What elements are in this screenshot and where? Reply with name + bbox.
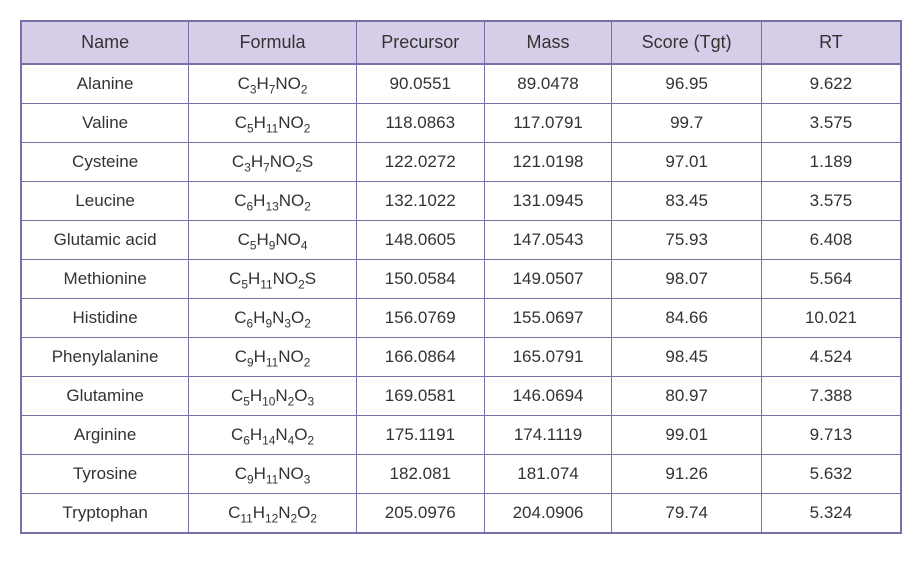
cell-rt: 5.564 bbox=[761, 260, 901, 299]
cell-score: 97.01 bbox=[612, 143, 761, 182]
cell-name: Glutamine bbox=[21, 377, 189, 416]
cell-mass: 121.0198 bbox=[484, 143, 612, 182]
header-precursor: Precursor bbox=[356, 21, 484, 64]
cell-precursor: 182.081 bbox=[356, 455, 484, 494]
cell-name: Arginine bbox=[21, 416, 189, 455]
cell-score: 75.93 bbox=[612, 221, 761, 260]
table-row: CysteineC3H7NO2S122.0272121.019897.011.1… bbox=[21, 143, 901, 182]
cell-precursor: 122.0272 bbox=[356, 143, 484, 182]
cell-name: Phenylalanine bbox=[21, 338, 189, 377]
cell-score: 96.95 bbox=[612, 64, 761, 104]
cell-formula: C5H11NO2 bbox=[189, 104, 357, 143]
table-row: Glutamic acidC5H9NO4148.0605147.054375.9… bbox=[21, 221, 901, 260]
cell-precursor: 205.0976 bbox=[356, 494, 484, 534]
cell-mass: 155.0697 bbox=[484, 299, 612, 338]
header-rt: RT bbox=[761, 21, 901, 64]
cell-name: Cysteine bbox=[21, 143, 189, 182]
amino-acid-table-container: Name Formula Precursor Mass Score (Tgt) … bbox=[20, 20, 902, 534]
table-body: AlanineC3H7NO290.055189.047896.959.622Va… bbox=[21, 64, 901, 533]
cell-formula: C5H10N2O3 bbox=[189, 377, 357, 416]
cell-mass: 149.0507 bbox=[484, 260, 612, 299]
cell-mass: 147.0543 bbox=[484, 221, 612, 260]
header-name: Name bbox=[21, 21, 189, 64]
cell-rt: 6.408 bbox=[761, 221, 901, 260]
cell-rt: 5.324 bbox=[761, 494, 901, 534]
cell-name: Glutamic acid bbox=[21, 221, 189, 260]
cell-score: 99.01 bbox=[612, 416, 761, 455]
table-row: AlanineC3H7NO290.055189.047896.959.622 bbox=[21, 64, 901, 104]
table-row: GlutamineC5H10N2O3169.0581146.069480.977… bbox=[21, 377, 901, 416]
amino-acid-table: Name Formula Precursor Mass Score (Tgt) … bbox=[20, 20, 902, 534]
cell-rt: 5.632 bbox=[761, 455, 901, 494]
cell-name: Histidine bbox=[21, 299, 189, 338]
cell-formula: C9H11NO2 bbox=[189, 338, 357, 377]
table-row: ValineC5H11NO2118.0863117.079199.73.575 bbox=[21, 104, 901, 143]
cell-name: Methionine bbox=[21, 260, 189, 299]
table-row: TryptophanC11H12N2O2205.0976204.090679.7… bbox=[21, 494, 901, 534]
cell-formula: C6H14N4O2 bbox=[189, 416, 357, 455]
header-formula: Formula bbox=[189, 21, 357, 64]
cell-precursor: 169.0581 bbox=[356, 377, 484, 416]
cell-score: 98.45 bbox=[612, 338, 761, 377]
cell-mass: 181.074 bbox=[484, 455, 612, 494]
cell-name: Tyrosine bbox=[21, 455, 189, 494]
cell-precursor: 156.0769 bbox=[356, 299, 484, 338]
header-score: Score (Tgt) bbox=[612, 21, 761, 64]
cell-rt: 1.189 bbox=[761, 143, 901, 182]
cell-score: 80.97 bbox=[612, 377, 761, 416]
cell-rt: 10.021 bbox=[761, 299, 901, 338]
cell-score: 79.74 bbox=[612, 494, 761, 534]
cell-rt: 4.524 bbox=[761, 338, 901, 377]
cell-name: Alanine bbox=[21, 64, 189, 104]
cell-formula: C5H11NO2S bbox=[189, 260, 357, 299]
cell-formula: C9H11NO3 bbox=[189, 455, 357, 494]
table-row: TyrosineC9H11NO3182.081181.07491.265.632 bbox=[21, 455, 901, 494]
cell-rt: 3.575 bbox=[761, 104, 901, 143]
cell-precursor: 175.1191 bbox=[356, 416, 484, 455]
cell-rt: 3.575 bbox=[761, 182, 901, 221]
cell-formula: C3H7NO2 bbox=[189, 64, 357, 104]
cell-formula: C6H9N3O2 bbox=[189, 299, 357, 338]
table-row: ArginineC6H14N4O2175.1191174.111999.019.… bbox=[21, 416, 901, 455]
cell-formula: C6H13NO2 bbox=[189, 182, 357, 221]
cell-score: 84.66 bbox=[612, 299, 761, 338]
cell-mass: 174.1119 bbox=[484, 416, 612, 455]
cell-rt: 9.713 bbox=[761, 416, 901, 455]
table-row: LeucineC6H13NO2132.1022131.094583.453.57… bbox=[21, 182, 901, 221]
cell-rt: 9.622 bbox=[761, 64, 901, 104]
cell-formula: C11H12N2O2 bbox=[189, 494, 357, 534]
table-header: Name Formula Precursor Mass Score (Tgt) … bbox=[21, 21, 901, 64]
cell-name: Leucine bbox=[21, 182, 189, 221]
cell-precursor: 166.0864 bbox=[356, 338, 484, 377]
cell-score: 83.45 bbox=[612, 182, 761, 221]
table-row: MethionineC5H11NO2S150.0584149.050798.07… bbox=[21, 260, 901, 299]
cell-rt: 7.388 bbox=[761, 377, 901, 416]
header-mass: Mass bbox=[484, 21, 612, 64]
cell-formula: C3H7NO2S bbox=[189, 143, 357, 182]
cell-precursor: 132.1022 bbox=[356, 182, 484, 221]
cell-precursor: 118.0863 bbox=[356, 104, 484, 143]
cell-name: Valine bbox=[21, 104, 189, 143]
cell-mass: 89.0478 bbox=[484, 64, 612, 104]
cell-mass: 146.0694 bbox=[484, 377, 612, 416]
cell-precursor: 150.0584 bbox=[356, 260, 484, 299]
cell-name: Tryptophan bbox=[21, 494, 189, 534]
cell-score: 91.26 bbox=[612, 455, 761, 494]
cell-mass: 131.0945 bbox=[484, 182, 612, 221]
table-row: PhenylalanineC9H11NO2166.0864165.079198.… bbox=[21, 338, 901, 377]
cell-precursor: 148.0605 bbox=[356, 221, 484, 260]
header-row: Name Formula Precursor Mass Score (Tgt) … bbox=[21, 21, 901, 64]
cell-score: 98.07 bbox=[612, 260, 761, 299]
cell-score: 99.7 bbox=[612, 104, 761, 143]
table-row: HistidineC6H9N3O2156.0769155.069784.6610… bbox=[21, 299, 901, 338]
cell-formula: C5H9NO4 bbox=[189, 221, 357, 260]
cell-mass: 165.0791 bbox=[484, 338, 612, 377]
cell-precursor: 90.0551 bbox=[356, 64, 484, 104]
cell-mass: 204.0906 bbox=[484, 494, 612, 534]
cell-mass: 117.0791 bbox=[484, 104, 612, 143]
